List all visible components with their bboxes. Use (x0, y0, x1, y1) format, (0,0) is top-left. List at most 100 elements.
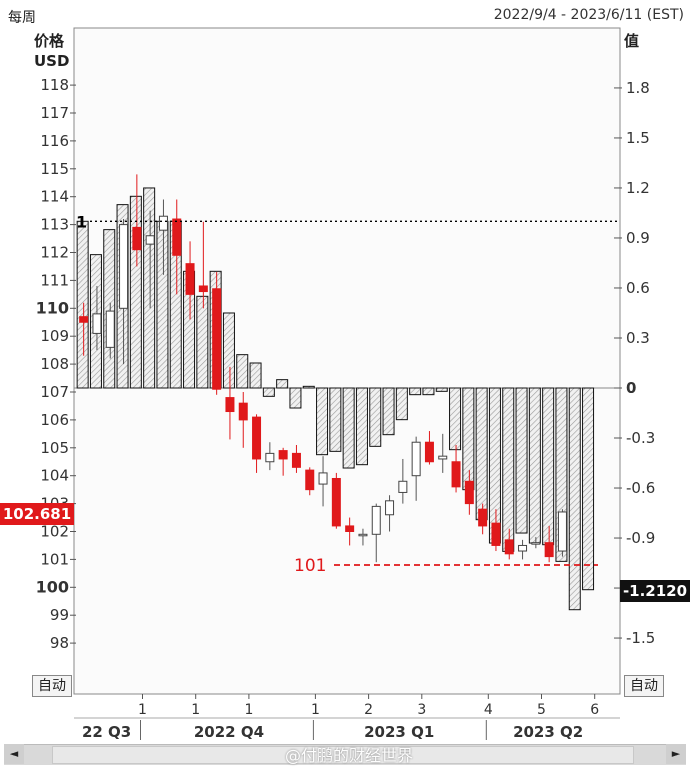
right-tick-label: 0.3 (626, 329, 650, 347)
candle-body (518, 544, 528, 552)
candle-body (478, 508, 488, 527)
candle-body (105, 310, 115, 348)
right-tick-label: 1.5 (626, 129, 650, 147)
left-tick-label: 104 (40, 467, 69, 485)
candle-body (504, 539, 514, 555)
candle-body (305, 469, 315, 491)
watermark: @付鹏的财经世界 (285, 746, 414, 765)
candle-body (198, 285, 208, 293)
quarter-label: 22 Q3 (82, 723, 131, 741)
candle-body (345, 525, 355, 532)
candle-body (411, 441, 421, 477)
month-tick-label: 1 (138, 702, 147, 718)
month-tick-label: 2 (364, 702, 373, 718)
period-label[interactable]: 每周 (8, 10, 36, 26)
left-tick-label: 107 (40, 383, 69, 401)
left-tick-label: 113 (40, 216, 69, 234)
value-bar (355, 387, 368, 466)
candle-body (371, 505, 381, 535)
value-bar (316, 387, 329, 456)
right-tick-label: 0 (626, 379, 636, 397)
candle-body (464, 480, 474, 505)
value-bar (156, 220, 169, 389)
value-bar (143, 187, 156, 389)
value-bar (129, 195, 142, 389)
reference-label-upper: 1 (76, 212, 87, 231)
auto-scale-right-button[interactable]: 自动 (624, 675, 664, 697)
right-tick-label: -1.5 (626, 629, 655, 647)
right-tick-label: 0.6 (626, 279, 650, 297)
auto-scale-left-button[interactable]: 自动 (32, 675, 72, 697)
candle-body (265, 452, 275, 463)
value-bar (382, 387, 395, 436)
right-tick-label: -0.3 (626, 429, 655, 447)
month-tick-label: 1 (311, 702, 320, 718)
right-tick-label: 0.9 (626, 229, 650, 247)
scroll-right-arrow-icon[interactable]: ► (666, 744, 686, 764)
left-tick-label: 98 (50, 634, 69, 652)
value-bar (582, 387, 595, 591)
plot-area (73, 27, 621, 695)
candle-body (438, 455, 448, 460)
candle-body (158, 215, 168, 231)
value-bar (502, 387, 515, 552)
date-range: 2022/9/4 - 2023/6/11 (EST) (493, 7, 684, 23)
value-bar (236, 354, 249, 389)
value-bar (435, 387, 448, 392)
value-bar (302, 385, 315, 389)
value-bar (449, 387, 462, 451)
value-bar (369, 387, 382, 447)
left-tick-label: 116 (40, 132, 69, 150)
month-tick-label: 5 (537, 702, 546, 718)
left-tick-label: 106 (40, 411, 69, 429)
value-bar (342, 387, 355, 469)
value-bar (475, 387, 488, 521)
value-bar (76, 220, 89, 389)
left-tick-label: 117 (40, 104, 69, 122)
candle-body (318, 472, 328, 485)
value-bar (395, 387, 408, 421)
candle-body (252, 416, 262, 460)
right-tick-label: -0.9 (626, 529, 655, 547)
value-bar (568, 387, 581, 611)
left-axis-unit: USD (34, 52, 70, 70)
candle-body (225, 397, 235, 413)
month-tick-label: 6 (590, 702, 599, 718)
candle-body (92, 313, 102, 334)
right-tick-label: 1.2 (626, 179, 650, 197)
month-tick-label: 1 (244, 702, 253, 718)
month-tick-label: 4 (484, 702, 493, 718)
left-tick-label: 111 (40, 271, 69, 289)
left-tick-label: 102 (40, 523, 69, 541)
last-value-badge: -1.2120 (620, 580, 690, 602)
scrollbar-thumb[interactable] (52, 746, 634, 764)
quarter-label: 2023 Q1 (364, 723, 434, 741)
left-tick-label: 114 (40, 188, 69, 206)
left-tick-label: 108 (40, 355, 69, 373)
candle-body (358, 533, 368, 537)
value-bar (103, 229, 116, 389)
left-axis-title: 价格 (34, 32, 65, 50)
value-bar (462, 387, 475, 491)
value-bar (422, 387, 435, 396)
value-bar (555, 387, 568, 562)
left-tick-label: 118 (40, 76, 69, 94)
candle-body (119, 224, 129, 309)
value-bar (262, 387, 275, 397)
scroll-left-arrow-icon[interactable]: ◄ (4, 744, 24, 764)
value-bar (289, 387, 302, 409)
left-axis: 9899100101102103104105106107108109110111… (36, 76, 76, 652)
candle-body (212, 288, 222, 390)
left-tick-label: 101 (40, 550, 69, 568)
candle-body (544, 542, 554, 558)
value-bar (222, 312, 235, 389)
price-candles (79, 174, 567, 563)
candle-body (238, 402, 248, 421)
x-axis: 1 1 1 1 2 3 4 5 6 22 Q3 2022 Q4 2023 Q1 2023 Q2 (74, 694, 620, 741)
value-bar (488, 387, 501, 544)
candle-body (398, 480, 408, 493)
left-tick-label: 112 (40, 244, 69, 262)
left-tick-label: 109 (40, 327, 69, 345)
value-bar (329, 387, 342, 452)
